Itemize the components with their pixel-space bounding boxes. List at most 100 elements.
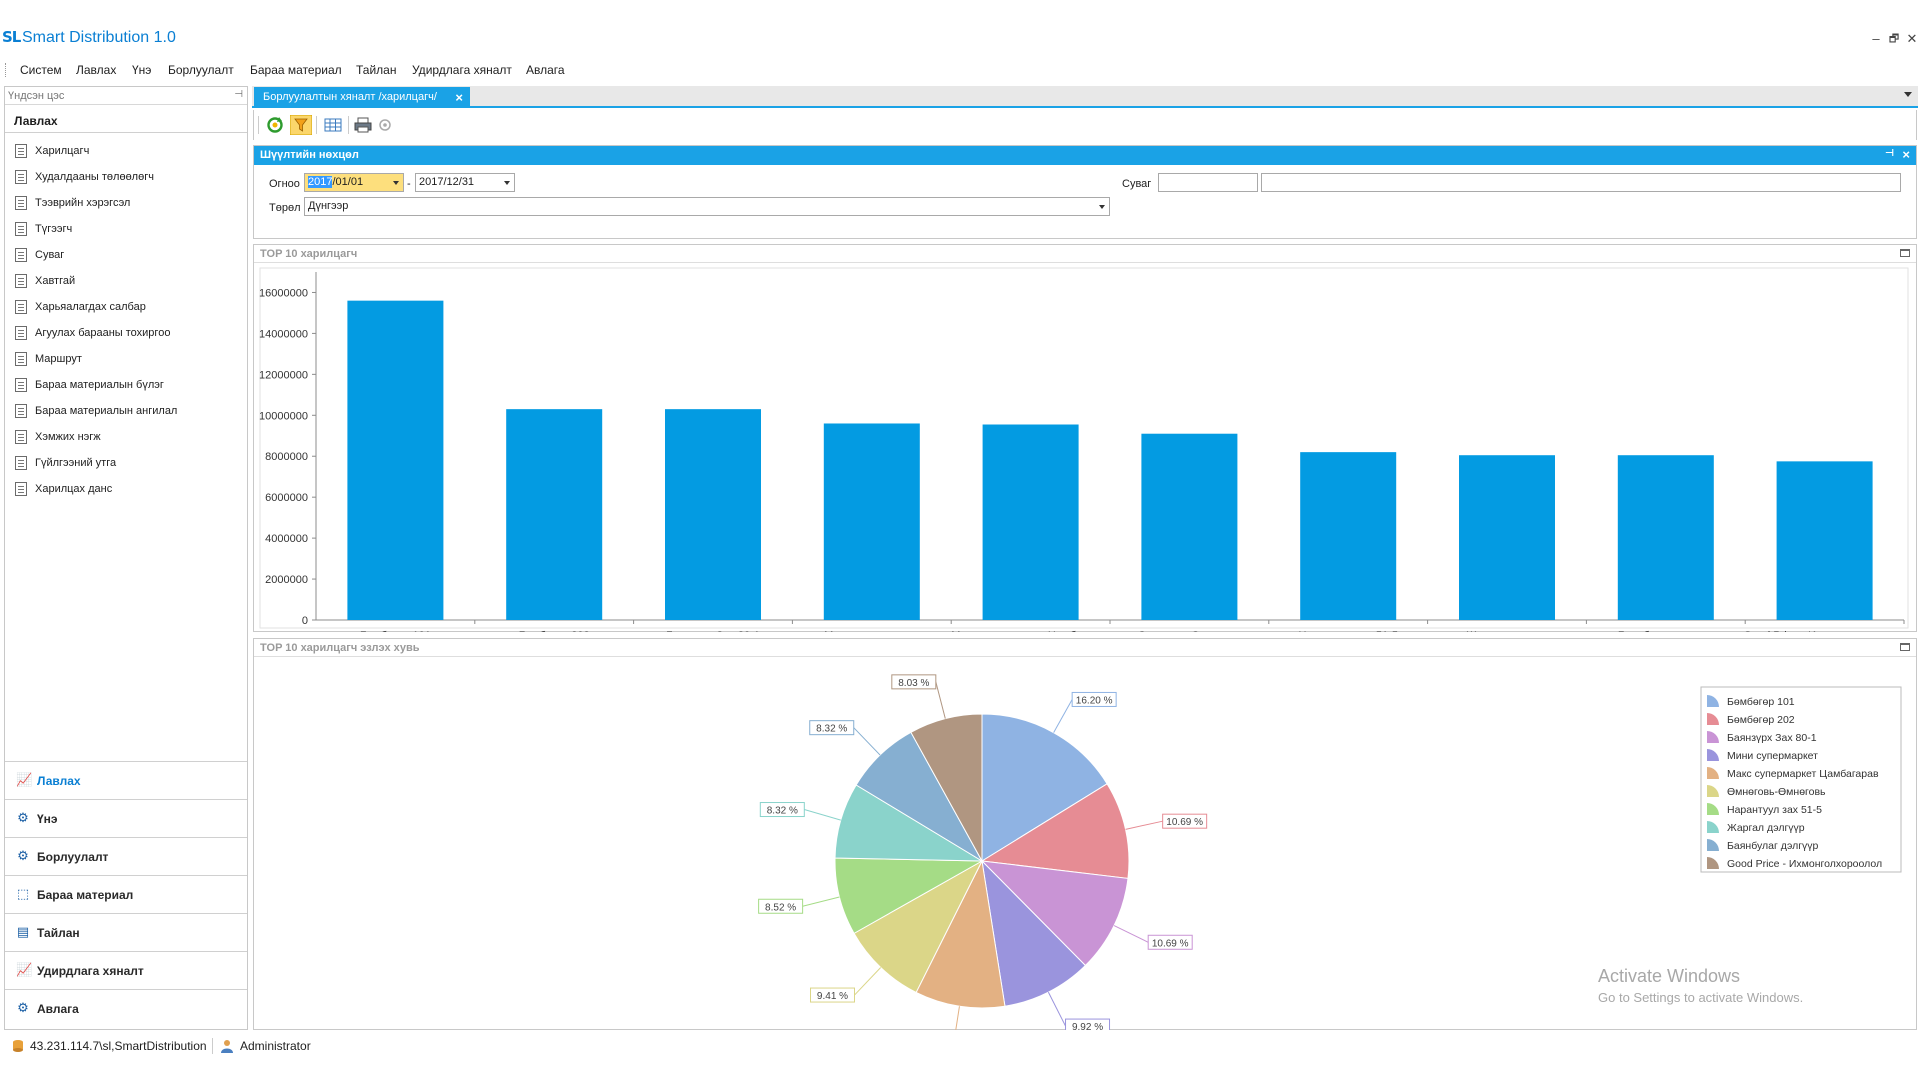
gear-icon: ⚙ [17, 848, 29, 863]
minimize-button[interactable]: – [1872, 31, 1880, 46]
search-input[interactable] [8, 89, 228, 103]
x-tick-label: Өмнөговь-Өмнөговь [1138, 630, 1241, 632]
pin-icon[interactable]: ⊣ [234, 89, 243, 100]
menu-baraa-material[interactable]: Бараа материал [250, 63, 342, 77]
nav-item-label: Гүйлгээний утга [35, 457, 117, 469]
pie-label-leader [1113, 925, 1149, 943]
pie-slice [980, 860, 1129, 967]
maximize-icon[interactable] [1900, 643, 1910, 651]
y-tick-label: 6000000 [265, 492, 308, 504]
status-bar: 43.231.114.7\sl,SmartDistribution Admini… [0, 1034, 1920, 1056]
x-tick-label: Нарантуул зах 51-5 [1298, 630, 1398, 632]
pie-label-box [758, 898, 804, 914]
pie-label-box [1065, 1018, 1111, 1030]
x-tick-label: Бөмбөгөр 101 [360, 630, 431, 632]
watermark-subtitle: Go to Settings to activate Windows. [1598, 990, 1804, 1005]
section-label: Бараа материал [37, 888, 134, 902]
document-icon [15, 300, 27, 314]
section-baraa-material[interactable]: ⬚ Бараа материал [5, 875, 247, 911]
document-icon [15, 482, 27, 496]
status-separator [212, 1038, 213, 1054]
bar-chart-header: TOP 10 харилцагч [254, 245, 1916, 263]
y-tick-label: 2000000 [265, 574, 308, 586]
section-label: Авлага [37, 1002, 79, 1016]
menu-borluulalt[interactable]: Борлуулалт [168, 63, 234, 77]
close-icon[interactable]: × [455, 90, 463, 105]
grid-view-icon[interactable] [322, 115, 344, 135]
nav-item-label: Худалдааны төлөөлөгч [35, 171, 154, 183]
document-tabstrip: Борлуулалтын хяналт /харилцагч/ × [252, 86, 1918, 108]
y-tick-label: 0 [302, 615, 308, 627]
y-tick-label: 14000000 [259, 328, 308, 340]
settings-icon[interactable] [374, 115, 396, 135]
menu-sistem[interactable]: Систем [20, 63, 62, 77]
section-une[interactable]: ⚙ Үнэ [5, 799, 247, 835]
date-to-text: 2017/12/31 [419, 176, 475, 188]
chevron-down-icon[interactable] [1099, 205, 1105, 209]
section-label: Лавлах [37, 774, 81, 788]
tab-borluulaltyn-hyanalt[interactable]: Борлуулалтын хяналт /харилцагч/ × [254, 87, 470, 108]
chevron-down-icon[interactable] [393, 181, 399, 185]
channel-name-input[interactable] [1261, 173, 1901, 192]
chevron-down-icon[interactable] [504, 181, 510, 185]
pie-chart-title: TOP 10 харилцагч эзлэх хувь [260, 642, 420, 654]
x-tick-label: Жаргал дэлгүүр [1466, 630, 1547, 632]
pie-slice [915, 859, 1006, 1009]
pie-slice [853, 859, 984, 994]
legend-marker [1707, 785, 1719, 797]
chart-icon: 📈 [16, 772, 33, 787]
pie-label-leader [854, 967, 882, 996]
x-tick-label: Мини супермаркет [824, 630, 919, 632]
restore-button[interactable]: 🗗 [1888, 33, 1900, 45]
menu-udirdlaga-hyanalt[interactable]: Удирдлага хяналт [412, 63, 512, 77]
x-tick-label: Баянбулаг дэлгүүр [1618, 630, 1714, 632]
section-avlaga[interactable]: ⚙ Авлага [5, 989, 247, 1025]
menu-tailan[interactable]: Тайлан [356, 63, 397, 77]
section-borluulalt[interactable]: ⚙ Борлуулалт [5, 837, 247, 873]
user-icon [220, 1039, 234, 1056]
section-lavlah[interactable]: 📈 Лавлах [5, 761, 247, 797]
menu-avlaga[interactable]: Авлага [526, 63, 565, 77]
date-from-input[interactable]: 2017/01/01 [304, 173, 404, 192]
close-button[interactable]: ✕ [1906, 31, 1918, 46]
close-icon[interactable]: × [1902, 147, 1910, 162]
legend-label: Бөмбөгөр 101 [1727, 696, 1795, 708]
nav-item-label: Хэмжих нэгж [35, 431, 101, 443]
menu-lavlah[interactable]: Лавлах [76, 63, 117, 77]
channel-code-input[interactable] [1158, 173, 1258, 192]
nav-item-label: Хавтгай [35, 275, 76, 287]
print-icon[interactable] [352, 115, 374, 135]
type-select-value: Дүнгээр [308, 200, 349, 212]
pie-label-leader [955, 1006, 960, 1030]
date-to-input[interactable]: 2017/12/31 [415, 173, 515, 192]
legend-marker [1707, 731, 1719, 743]
legend-label: Нарантуул зах 51-5 [1727, 804, 1822, 816]
type-select[interactable]: Дүнгээр [304, 197, 1110, 216]
bar [347, 300, 444, 620]
pie-slice [981, 859, 1087, 1007]
maximize-icon[interactable] [1900, 249, 1910, 257]
pie-value-label: 9.41 % [817, 991, 848, 1002]
legend-marker [1707, 821, 1719, 833]
menu-bar: Систем Лавлах Үнэ Борлуулалт Бараа матер… [0, 60, 1920, 82]
pie-label-box [759, 802, 805, 818]
tab-list-dropdown-icon[interactable] [1904, 92, 1912, 97]
filter-icon[interactable] [290, 115, 312, 135]
pin-icon[interactable]: ⊣ [1884, 148, 1894, 159]
toolbar [253, 110, 1917, 140]
pie-label-box [891, 674, 937, 690]
section-udirdlaga-hyanalt[interactable]: 📈 Удирдлага хяналт [5, 951, 247, 987]
bar [665, 409, 761, 620]
pie-chart-header: TOP 10 харилцагч эзлэх хувь [254, 639, 1916, 657]
document-icon [15, 430, 27, 444]
bar [1300, 452, 1397, 620]
y-tick-label: 12000000 [259, 369, 308, 381]
refresh-icon[interactable] [264, 115, 286, 135]
x-tick-label: Good Price - Ихмонголхороолол [1743, 630, 1905, 632]
group-header: Лавлах [5, 109, 247, 133]
menu-une[interactable]: Үнэ [132, 63, 152, 77]
pie-label-leader [1047, 991, 1066, 1027]
nav-item-label: Агуулах барааны тохиргоо [35, 327, 171, 339]
pie-label-leader [1125, 820, 1163, 830]
section-tailan[interactable]: ▤ Тайлан [5, 913, 247, 949]
